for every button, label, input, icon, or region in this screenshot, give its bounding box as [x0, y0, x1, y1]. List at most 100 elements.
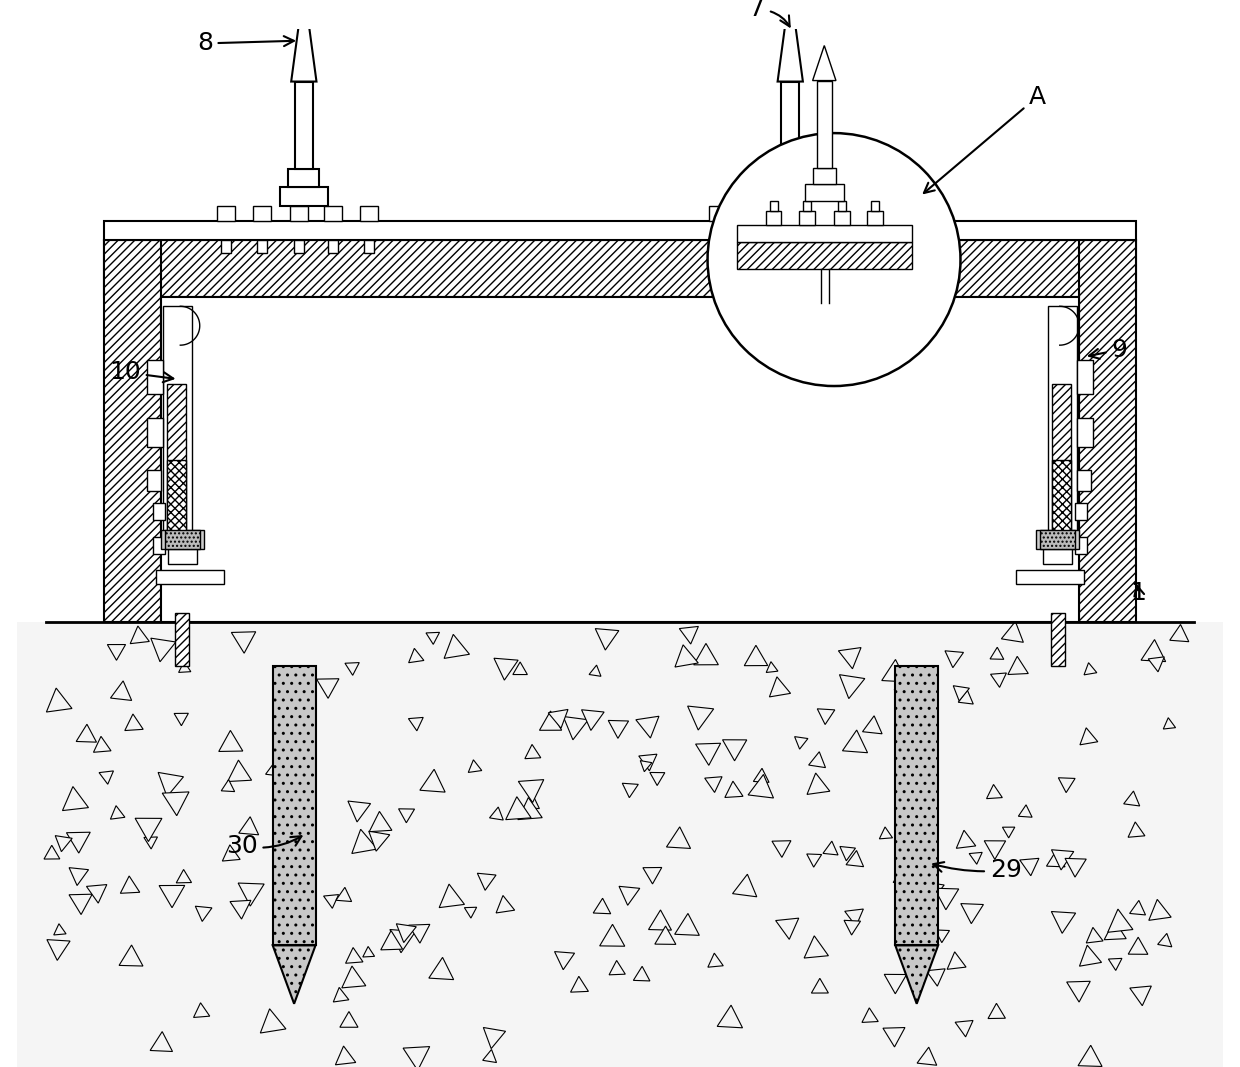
Polygon shape: [1130, 901, 1146, 914]
Bar: [1037, 530, 1079, 550]
Polygon shape: [987, 784, 1002, 798]
Polygon shape: [693, 643, 718, 665]
Polygon shape: [539, 711, 562, 730]
Bar: [737, 242, 911, 269]
Polygon shape: [589, 665, 601, 676]
Polygon shape: [193, 1003, 210, 1018]
Polygon shape: [717, 1005, 743, 1028]
Bar: [166, 384, 186, 535]
Polygon shape: [368, 831, 389, 851]
Polygon shape: [918, 1047, 936, 1065]
Polygon shape: [773, 841, 791, 858]
Polygon shape: [650, 773, 665, 785]
Text: 30: 30: [226, 834, 301, 858]
Polygon shape: [527, 797, 539, 809]
Bar: [161, 530, 203, 550]
Bar: [1016, 570, 1084, 584]
Polygon shape: [808, 752, 826, 767]
Polygon shape: [640, 761, 652, 771]
Polygon shape: [844, 921, 861, 935]
Polygon shape: [135, 818, 162, 842]
Polygon shape: [582, 710, 604, 731]
Bar: [279, 187, 329, 206]
Polygon shape: [110, 681, 131, 700]
Polygon shape: [477, 873, 496, 890]
Polygon shape: [150, 1032, 172, 1051]
Polygon shape: [1019, 858, 1039, 876]
Polygon shape: [46, 688, 72, 712]
Polygon shape: [316, 679, 339, 698]
Polygon shape: [991, 673, 1007, 687]
Polygon shape: [439, 885, 465, 908]
Polygon shape: [766, 662, 777, 672]
Bar: [816, 81, 832, 169]
Polygon shape: [844, 909, 863, 926]
Polygon shape: [69, 867, 88, 886]
Polygon shape: [409, 649, 424, 663]
Bar: [1043, 550, 1073, 564]
Polygon shape: [335, 1046, 356, 1065]
Polygon shape: [1109, 958, 1122, 971]
Bar: [161, 297, 1079, 622]
Bar: [835, 211, 849, 224]
Bar: [867, 211, 883, 224]
Bar: [895, 666, 939, 945]
Polygon shape: [381, 930, 403, 950]
Polygon shape: [1084, 663, 1097, 674]
Bar: [221, 240, 231, 253]
Bar: [104, 221, 1136, 240]
Polygon shape: [1123, 791, 1140, 806]
Polygon shape: [342, 966, 366, 988]
Polygon shape: [954, 686, 970, 701]
Polygon shape: [87, 885, 107, 903]
Bar: [162, 306, 192, 535]
Polygon shape: [839, 846, 856, 861]
Text: 8: 8: [197, 31, 294, 55]
Polygon shape: [238, 883, 264, 906]
Text: 29: 29: [934, 858, 1022, 882]
Polygon shape: [593, 898, 611, 913]
Polygon shape: [47, 940, 71, 960]
Polygon shape: [961, 904, 983, 924]
Polygon shape: [609, 720, 629, 738]
Polygon shape: [110, 806, 125, 819]
Bar: [329, 240, 337, 253]
Polygon shape: [945, 651, 963, 668]
Polygon shape: [397, 924, 417, 942]
Polygon shape: [525, 745, 541, 759]
Polygon shape: [408, 717, 423, 731]
Bar: [805, 184, 843, 202]
Polygon shape: [196, 906, 212, 922]
Polygon shape: [708, 953, 723, 967]
Bar: [365, 240, 374, 253]
Polygon shape: [894, 689, 919, 712]
Polygon shape: [649, 910, 672, 930]
Polygon shape: [748, 775, 774, 798]
Polygon shape: [839, 674, 864, 699]
Polygon shape: [67, 832, 91, 854]
Polygon shape: [634, 967, 650, 981]
Bar: [838, 202, 846, 211]
Bar: [713, 240, 722, 253]
Polygon shape: [398, 809, 414, 823]
Polygon shape: [444, 635, 470, 658]
Polygon shape: [494, 658, 518, 680]
Bar: [104, 240, 1136, 297]
Polygon shape: [348, 801, 371, 822]
Polygon shape: [744, 646, 768, 666]
Polygon shape: [636, 716, 658, 738]
Polygon shape: [43, 845, 60, 859]
Polygon shape: [923, 904, 937, 918]
Polygon shape: [600, 924, 625, 946]
Bar: [825, 240, 835, 253]
Polygon shape: [1148, 657, 1164, 672]
Polygon shape: [1047, 850, 1065, 866]
Polygon shape: [389, 929, 415, 953]
Polygon shape: [563, 716, 588, 739]
Polygon shape: [130, 626, 149, 643]
Polygon shape: [490, 807, 503, 821]
Bar: [288, 169, 320, 187]
Polygon shape: [260, 1008, 286, 1033]
Polygon shape: [1080, 728, 1097, 745]
Polygon shape: [274, 769, 301, 793]
